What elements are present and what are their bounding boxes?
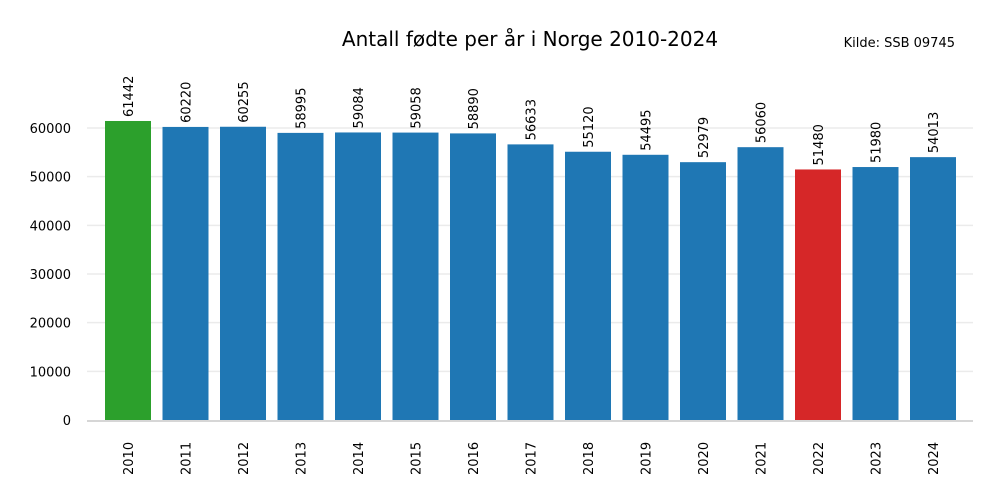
bar-2023: [852, 167, 899, 420]
x-tick-label: 2010: [122, 442, 137, 475]
bar-2016: [450, 133, 496, 421]
value-label: 52979: [697, 117, 712, 158]
bars: [105, 120, 956, 421]
value-label: 51480: [812, 124, 827, 165]
value-label: 60255: [237, 81, 252, 122]
bar-2024: [910, 157, 956, 421]
x-tick-label: 2012: [237, 442, 252, 475]
value-label: 59058: [410, 87, 425, 128]
bar-2017: [507, 144, 554, 421]
data-labels: 61442 60220 60255 58995 59084 59058 58890 56633…: [122, 76, 942, 166]
x-tick-label: 2018: [582, 442, 597, 475]
x-tick-label: 2019: [640, 442, 655, 475]
bar-2021: [737, 147, 784, 420]
x-tick-label: 2017: [525, 442, 540, 475]
value-label: 61442: [122, 76, 137, 117]
bar-2010: [105, 120, 151, 420]
x-tick-label: 2011: [180, 442, 195, 475]
y-tick-label: 50000: [30, 171, 71, 186]
value-label: 55120: [582, 106, 597, 147]
bar-2018: [565, 151, 611, 420]
bar-2012: [220, 126, 266, 420]
y-tick-label: 40000: [30, 219, 71, 234]
x-tick-label: 2015: [410, 442, 425, 475]
x-tick-label: 2020: [697, 442, 712, 475]
bar-2022: [795, 169, 841, 420]
value-label: 58995: [295, 88, 310, 129]
bar-2019: [622, 154, 669, 420]
value-label: 58890: [467, 88, 482, 129]
y-axis-ticks: 0 10000 20000 30000 40000 50000 60000: [30, 122, 71, 429]
y-tick-label: 10000: [30, 365, 71, 380]
bar-2020: [680, 162, 726, 420]
value-label: 54495: [640, 109, 655, 150]
value-label: 56633: [525, 99, 540, 140]
bar-2011: [162, 126, 209, 421]
bar-2015: [392, 132, 439, 420]
bar-2014: [335, 132, 381, 420]
value-label: 51980: [870, 122, 885, 163]
x-axis-ticks: 2010 2011 2012 2013 2014 2015 2016 2017 2018 2019…: [122, 442, 942, 475]
bar-2013: [277, 132, 324, 421]
x-tick-label: 2013: [295, 442, 310, 475]
y-tick-label: 60000: [30, 122, 71, 137]
x-tick-label: 2023: [870, 442, 885, 475]
x-tick-label: 2014: [352, 442, 367, 475]
value-label: 54013: [927, 112, 942, 153]
y-tick-label: 30000: [30, 268, 71, 283]
y-tick-label: 0: [63, 414, 71, 429]
value-label: 60220: [180, 82, 195, 123]
source-note: Kilde: SSB 09745: [844, 36, 955, 51]
x-tick-label: 2024: [927, 442, 942, 475]
x-tick-label: 2016: [467, 442, 482, 475]
value-label: 56060: [755, 102, 770, 143]
value-label: 59084: [352, 87, 367, 128]
x-tick-label: 2022: [812, 442, 827, 475]
y-tick-label: 20000: [30, 317, 71, 332]
x-tick-label: 2021: [755, 442, 770, 475]
chart-title: Antall fødte per år i Norge 2010-2024: [342, 27, 718, 51]
